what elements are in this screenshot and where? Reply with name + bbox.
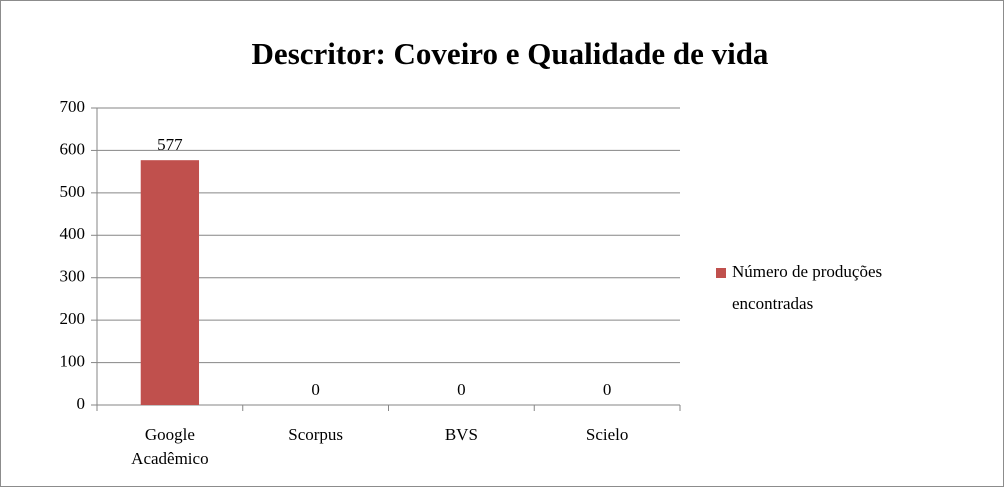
legend-label: Número de produções encontradas	[732, 262, 882, 313]
y-tick-label: 600	[60, 139, 86, 158]
x-tick-label: BVS	[445, 425, 478, 444]
x-tick-label: Scorpus	[288, 425, 343, 444]
bar	[140, 160, 200, 405]
y-tick-label: 300	[60, 267, 86, 286]
y-tick-label: 100	[60, 351, 86, 370]
x-tick-label: Google Acadêmico	[131, 425, 208, 468]
data-label: 0	[457, 380, 466, 399]
y-tick-label: 700	[60, 97, 86, 116]
data-label: 0	[311, 380, 320, 399]
y-tick-label: 0	[77, 394, 86, 413]
y-tick-label: 200	[60, 309, 86, 328]
y-tick-label: 500	[60, 182, 86, 201]
data-label: 0	[603, 380, 612, 399]
chart-title: Descritor: Coveiro e Qualidade de vida	[252, 36, 769, 71]
legend-swatch	[716, 268, 726, 278]
y-tick-label: 400	[60, 224, 86, 243]
x-tick-label: Scielo	[586, 425, 629, 444]
data-label: 577	[157, 135, 183, 154]
